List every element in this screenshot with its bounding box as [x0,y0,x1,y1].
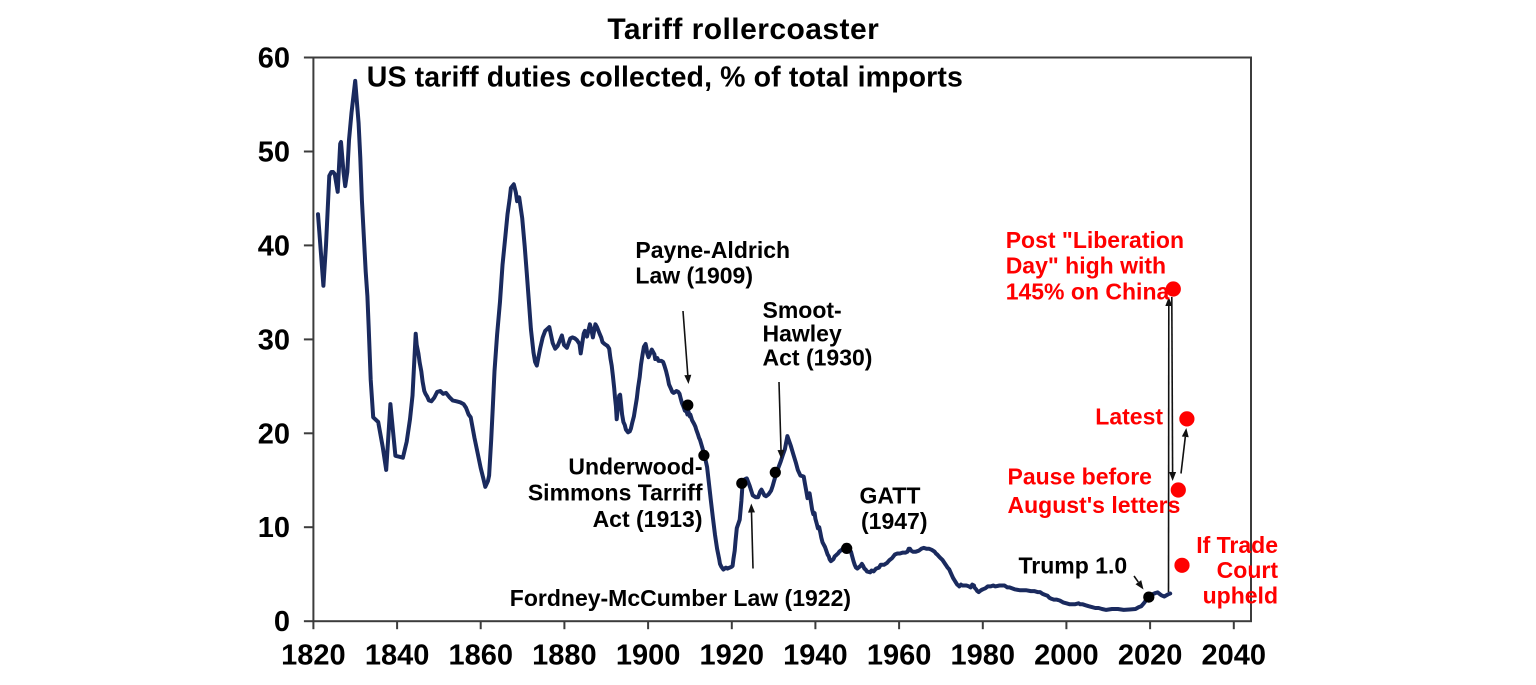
svg-text:2020: 2020 [1118,640,1183,672]
svg-text:30: 30 [258,324,290,356]
svg-text:upheld: upheld [1203,583,1278,609]
svg-text:1960: 1960 [867,640,932,672]
svg-text:20: 20 [258,418,290,450]
svg-text:1880: 1880 [532,640,597,672]
svg-text:GATT: GATT [860,482,921,508]
svg-text:2000: 2000 [1034,640,1099,672]
svg-text:Act (1930): Act (1930) [763,345,873,371]
svg-text:Post "Liberation: Post "Liberation [1006,227,1184,253]
svg-text:1900: 1900 [616,640,681,672]
svg-text:Act (1913): Act (1913) [593,506,703,532]
svg-text:1860: 1860 [448,640,513,672]
svg-text:Fordney-McCumber Law (1922): Fordney-McCumber Law (1922) [510,585,851,611]
svg-text:Day" high with: Day" high with [1006,253,1166,279]
svg-text:Law (1909): Law (1909) [635,263,753,289]
svg-text:1980: 1980 [951,640,1016,672]
svg-text:If Trade: If Trade [1196,532,1278,558]
svg-text:Simmons Tarriff: Simmons Tarriff [528,480,703,506]
svg-text:1940: 1940 [783,640,848,672]
svg-text:Hawley: Hawley [763,321,842,347]
svg-text:1820: 1820 [281,640,346,672]
svg-text:2040: 2040 [1202,640,1267,672]
svg-text:Latest: Latest [1095,403,1163,429]
svg-text:40: 40 [258,230,290,262]
svg-text:Tariff rollercoaster: Tariff rollercoaster [607,13,879,46]
svg-text:Payne-Aldrich: Payne-Aldrich [635,237,790,263]
svg-text:10: 10 [258,512,290,544]
svg-text:Underwood-: Underwood- [568,454,702,480]
svg-text:1920: 1920 [700,640,765,672]
svg-text:Pause before: Pause before [1008,464,1152,490]
svg-text:(1947): (1947) [861,508,927,534]
svg-text:August's letters: August's letters [1008,492,1181,518]
svg-text:US tariff duties collected, %: US tariff duties collected, % of total i… [367,62,963,94]
svg-text:0: 0 [274,606,290,638]
svg-text:Court: Court [1217,557,1279,583]
svg-text:Smoot-: Smoot- [763,297,842,323]
svg-text:1840: 1840 [365,640,430,672]
svg-text:50: 50 [258,137,290,169]
svg-text:Trump 1.0: Trump 1.0 [1019,553,1128,579]
svg-text:145% on China: 145% on China [1006,279,1170,305]
svg-text:60: 60 [258,43,290,75]
